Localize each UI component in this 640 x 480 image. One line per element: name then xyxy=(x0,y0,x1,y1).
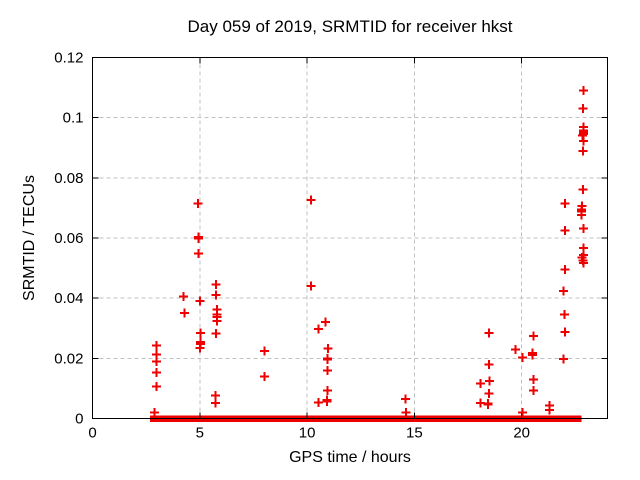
y-tick-label: 0.12 xyxy=(54,50,83,67)
data-point xyxy=(194,234,204,244)
data-point xyxy=(323,365,333,375)
data-point xyxy=(560,265,570,275)
x-tick-label: 20 xyxy=(513,425,530,442)
data-point xyxy=(560,309,570,319)
data-point xyxy=(401,394,411,404)
data-point xyxy=(151,382,161,392)
data-point xyxy=(475,379,485,389)
data-point xyxy=(193,198,203,208)
data-point xyxy=(527,350,537,360)
data-point xyxy=(211,329,221,339)
data-point xyxy=(560,327,570,337)
data-point xyxy=(211,290,221,300)
data-point xyxy=(321,317,331,327)
data-point xyxy=(323,355,333,365)
data-point xyxy=(212,316,222,326)
data-point xyxy=(180,308,190,318)
data-point xyxy=(484,389,494,399)
data-point xyxy=(484,376,494,386)
data-point xyxy=(195,343,205,353)
data-point xyxy=(210,398,220,408)
y-tick-label: 0.1 xyxy=(63,110,84,127)
data-point xyxy=(306,281,316,291)
x-tick-label: 0 xyxy=(88,425,96,442)
data-point xyxy=(210,390,220,400)
chart-title: Day 059 of 2019, SRMTID for receiver hks… xyxy=(187,17,513,36)
data-point xyxy=(560,225,570,235)
data-point xyxy=(195,296,205,306)
data-point xyxy=(322,386,332,396)
data-point xyxy=(151,356,161,366)
data-point xyxy=(314,397,324,407)
data-point xyxy=(151,367,161,377)
axis-tick-marks xyxy=(92,57,608,419)
data-point xyxy=(211,279,221,289)
data-point xyxy=(528,386,538,396)
y-tick-label: 0.02 xyxy=(54,350,83,367)
data-point xyxy=(259,346,269,356)
data-point xyxy=(578,258,588,268)
data-point xyxy=(150,407,160,417)
data-point xyxy=(195,328,205,338)
data-point xyxy=(151,340,161,350)
data-point xyxy=(544,405,554,415)
data-point xyxy=(484,328,494,338)
data-point xyxy=(578,104,588,114)
x-tick-label: 5 xyxy=(196,425,204,442)
data-point xyxy=(484,359,494,369)
data-point xyxy=(306,195,316,205)
data-point xyxy=(578,185,588,195)
data-point xyxy=(323,344,333,354)
data-point xyxy=(322,397,332,407)
y-tick-label: 0 xyxy=(75,411,83,428)
data-point xyxy=(560,199,570,209)
y-tick-label: 0.06 xyxy=(54,230,83,247)
x-axis-label: GPS time / hours xyxy=(289,449,411,466)
data-point xyxy=(475,398,485,408)
data-point xyxy=(528,374,538,384)
x-tick-label: 15 xyxy=(406,425,423,442)
data-point xyxy=(259,372,269,382)
data-point xyxy=(579,223,589,233)
data-point xyxy=(401,407,411,417)
data-point xyxy=(528,331,538,341)
x-tick-label: 10 xyxy=(299,425,316,442)
data-point xyxy=(483,400,493,410)
data-point xyxy=(559,354,569,364)
y-tick-label: 0.04 xyxy=(54,290,83,307)
data-point xyxy=(578,136,588,146)
data-point xyxy=(313,324,323,334)
data-point xyxy=(194,248,204,258)
data-point xyxy=(578,146,588,156)
data-point xyxy=(510,345,520,355)
data-point xyxy=(518,353,528,363)
data-point xyxy=(559,286,569,296)
data-point xyxy=(518,407,528,417)
y-tick-label: 0.08 xyxy=(54,170,83,187)
data-point xyxy=(579,86,589,96)
data-point xyxy=(178,292,188,302)
data-point xyxy=(577,210,587,220)
